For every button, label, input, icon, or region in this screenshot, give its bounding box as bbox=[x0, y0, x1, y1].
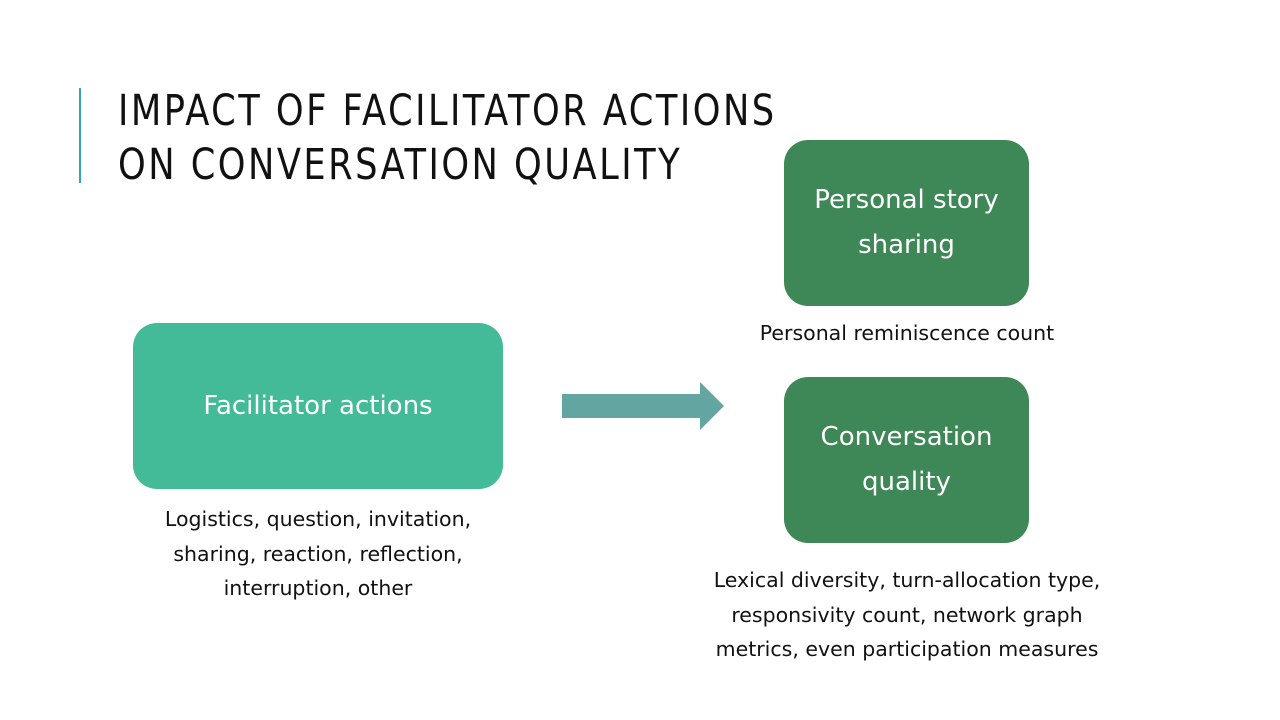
label-line: sharing bbox=[858, 230, 955, 260]
slide-title-line-1: Impact of facilitator actions bbox=[118, 86, 777, 136]
caption-line: interruption, other bbox=[223, 576, 413, 600]
personal-story-sharing-caption: Personal reminiscence count bbox=[700, 316, 1114, 351]
caption-line: responsivity count, network graph bbox=[731, 602, 1083, 627]
caption-line: Personal reminiscence count bbox=[759, 321, 1055, 345]
personal-story-sharing-box: Personal story sharing bbox=[784, 140, 1029, 306]
conversation-quality-caption: Lexical diversity, turn-allocation type,… bbox=[670, 563, 1144, 667]
slide-title: Impact of facilitator actions on convers… bbox=[118, 84, 777, 192]
label-line: Personal story bbox=[814, 185, 999, 215]
personal-story-sharing-label: Personal story sharing bbox=[814, 178, 999, 268]
facilitator-actions-label: Facilitator actions bbox=[203, 390, 433, 421]
caption-line: Lexical diversity, turn-allocation type, bbox=[713, 568, 1101, 592]
facilitator-actions-caption: Logistics, question, invitation, sharing… bbox=[118, 502, 518, 606]
conversation-quality-label: Conversation quality bbox=[821, 415, 993, 505]
caption-line: Logistics, question, invitation, bbox=[164, 507, 472, 531]
arrow-right-icon bbox=[562, 382, 724, 430]
label-line: quality bbox=[862, 467, 951, 497]
arrow-shape bbox=[562, 382, 724, 430]
facilitator-actions-box: Facilitator actions bbox=[133, 323, 503, 489]
caption-line: metrics, even participation measures bbox=[715, 637, 1099, 661]
conversation-quality-box: Conversation quality bbox=[784, 377, 1029, 543]
slide-title-line-2: on conversation quality bbox=[118, 140, 683, 190]
caption-line: sharing, reaction, reflection, bbox=[173, 541, 463, 566]
label-line: Conversation bbox=[820, 422, 993, 452]
title-accent-bar bbox=[79, 88, 81, 183]
